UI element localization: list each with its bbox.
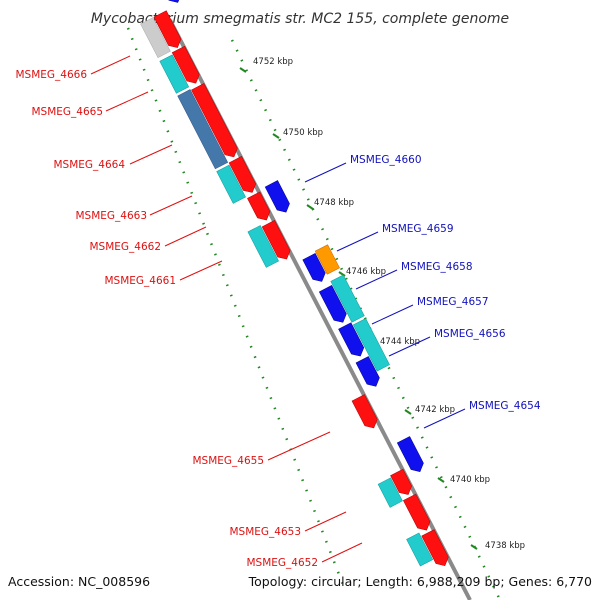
gene-arrow[interactable] bbox=[247, 191, 272, 223]
gene-label[interactable]: MSMEG_4658 bbox=[401, 261, 473, 273]
gene-label[interactable]: MSMEG_4662 bbox=[89, 241, 161, 253]
gene-arrow[interactable] bbox=[390, 468, 415, 498]
tick-label: 4738 kbp bbox=[485, 541, 525, 551]
gene-block[interactable] bbox=[177, 89, 229, 170]
tick-label: 4744 kbp bbox=[380, 337, 420, 347]
gene-arrow[interactable] bbox=[156, 0, 184, 6]
gene-label[interactable]: MSMEG_4664 bbox=[53, 159, 125, 171]
gene-block[interactable] bbox=[140, 17, 171, 59]
gene-label[interactable]: MSMEG_4652 bbox=[246, 557, 318, 569]
gene-label[interactable]: MSMEG_4656 bbox=[434, 328, 506, 340]
track-forward bbox=[153, 10, 451, 569]
gene-block[interactable] bbox=[216, 164, 246, 204]
accession-text: Accession: NC_008596 bbox=[8, 574, 150, 589]
genome-summary: Topology: circular; Length: 6,988,209 bp… bbox=[248, 574, 592, 589]
track-other-left bbox=[140, 17, 434, 567]
gene-arrow[interactable] bbox=[228, 156, 258, 195]
gene-arrow[interactable] bbox=[153, 10, 184, 51]
gene-block[interactable] bbox=[159, 54, 190, 94]
gene-arrow[interactable] bbox=[318, 285, 349, 325]
left-leader-lines bbox=[90, 55, 363, 563]
gene-arrow[interactable] bbox=[338, 322, 367, 360]
gene-block[interactable] bbox=[352, 318, 390, 372]
gene-label[interactable]: MSMEG_4665 bbox=[31, 106, 103, 118]
right-gene-labels: MSMEG_4660 MSMEG_4659 MSMEG_4658 MSMEG_4… bbox=[350, 154, 541, 412]
gene-label[interactable]: MSMEG_4655 bbox=[192, 455, 264, 467]
gene-label[interactable]: MSMEG_4663 bbox=[75, 210, 147, 222]
gene-block[interactable] bbox=[377, 477, 403, 508]
gene-block[interactable] bbox=[330, 274, 365, 323]
tick-marks bbox=[239, 67, 478, 550]
gene-arrow[interactable] bbox=[355, 356, 382, 389]
gene-arrow[interactable] bbox=[403, 493, 432, 533]
tick-label: 4740 kbp bbox=[450, 475, 490, 485]
gene-arrow[interactable] bbox=[171, 45, 202, 86]
gene-label[interactable]: MSMEG_4657 bbox=[417, 296, 489, 308]
gene-block[interactable] bbox=[406, 532, 434, 567]
gc-track-outer bbox=[230, 39, 502, 600]
gene-label[interactable]: MSMEG_4666 bbox=[15, 69, 87, 81]
tick-label: 4750 kbp bbox=[283, 128, 323, 138]
gene-label[interactable]: MSMEG_4660 bbox=[350, 154, 422, 166]
gene-arrow[interactable] bbox=[351, 394, 380, 432]
gene-label[interactable]: MSMEG_4653 bbox=[229, 526, 301, 538]
gene-arrow[interactable] bbox=[302, 253, 328, 284]
tick-label: 4748 kbp bbox=[314, 198, 354, 208]
tick-label: 4746 kbp bbox=[346, 267, 386, 277]
track-reverse bbox=[156, 0, 426, 474]
gene-block[interactable] bbox=[314, 244, 340, 275]
tick-label: 4742 kbp bbox=[415, 405, 455, 415]
gene-label[interactable]: MSMEG_4654 bbox=[469, 400, 541, 412]
gene-label[interactable]: MSMEG_4659 bbox=[382, 223, 454, 235]
gc-track-inner bbox=[126, 27, 347, 591]
gene-arrow[interactable] bbox=[421, 529, 451, 569]
map-title: Mycobacterium smegmatis str. MC2 155, co… bbox=[91, 11, 509, 27]
tick-label: 4752 kbp bbox=[253, 57, 293, 67]
gene-arrow[interactable] bbox=[396, 436, 426, 474]
right-leader-lines bbox=[304, 162, 466, 429]
gene-arrow[interactable] bbox=[264, 180, 292, 216]
gene-arrow[interactable] bbox=[191, 83, 240, 161]
gene-label[interactable]: MSMEG_4661 bbox=[104, 275, 176, 287]
gene-arrow[interactable] bbox=[261, 220, 293, 262]
left-gene-labels: MSMEG_4666 MSMEG_4665 MSMEG_4664 MSMEG_4… bbox=[15, 69, 318, 569]
gene-block[interactable] bbox=[247, 225, 279, 268]
track-other-right bbox=[314, 244, 390, 372]
